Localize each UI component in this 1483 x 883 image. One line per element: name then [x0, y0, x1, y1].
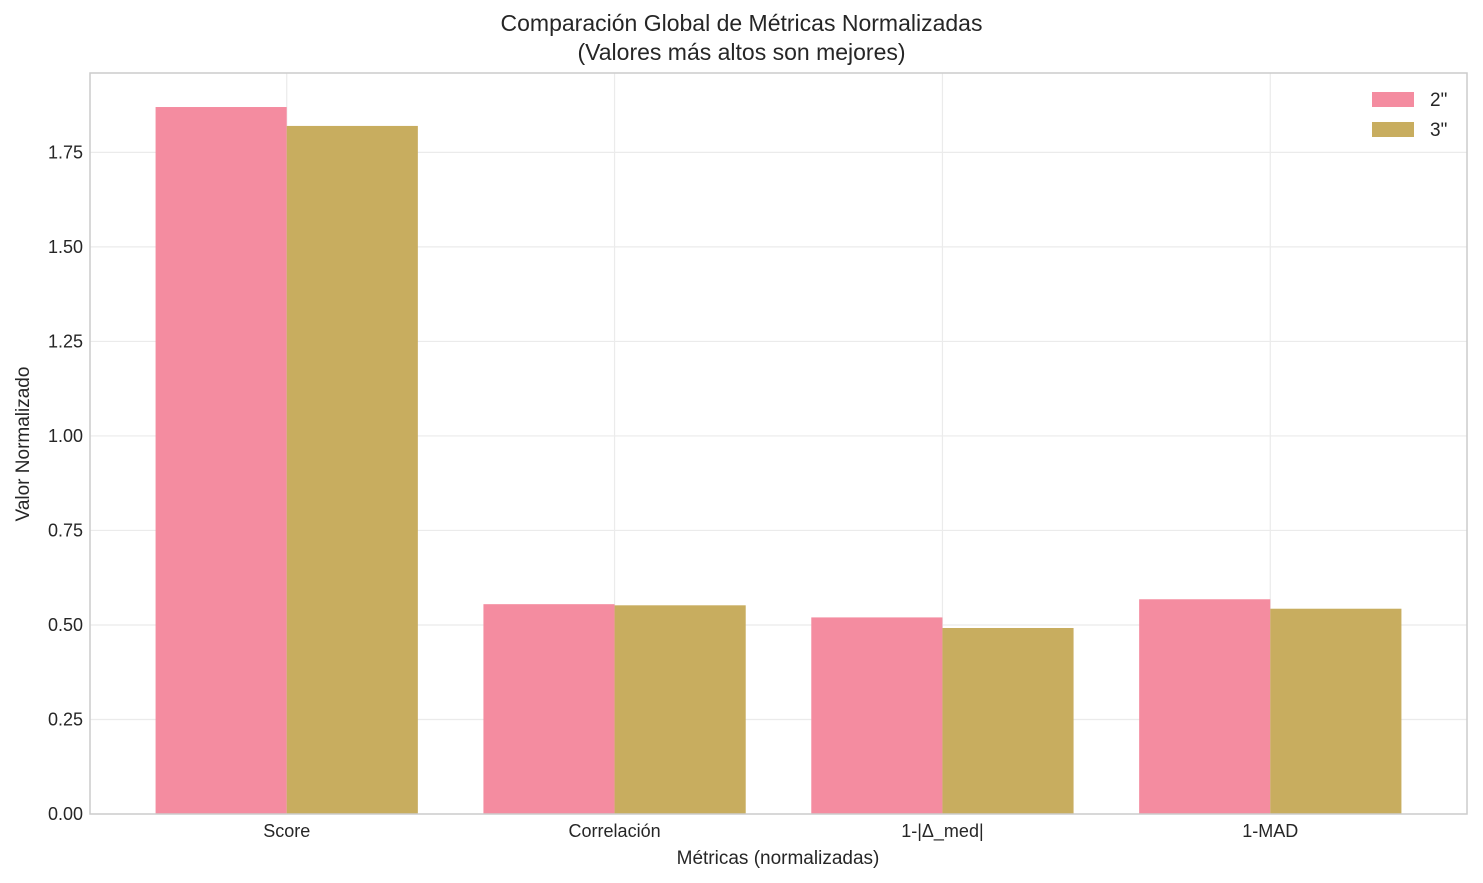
bar-series-2	[1270, 608, 1402, 814]
legend-label: 3"	[1430, 120, 1447, 141]
y-tick-labels: 0.00 0.25 0.50 0.75 1.00 1.25 1.50 1.75	[48, 142, 83, 824]
chart-title: Comparación Global de Métricas Normaliza…	[500, 10, 983, 36]
y-tick-label: 1.75	[48, 142, 83, 162]
x-tick-label: Correlación	[569, 821, 661, 841]
x-tick-label: 1-MAD	[1242, 821, 1298, 841]
legend-label: 2"	[1430, 90, 1447, 111]
chart-subtitle: (Valores más altos son mejores)	[577, 39, 906, 65]
bar-series-2	[614, 605, 746, 814]
bar-series-1	[483, 604, 615, 814]
bars	[155, 107, 1402, 814]
bar-series-2	[942, 627, 1074, 814]
legend: 2"3"	[1372, 90, 1447, 141]
x-tick-labels: Score Correlación 1-|Δ_med| 1-MAD	[263, 821, 1298, 842]
bar-series-1	[811, 617, 943, 814]
y-tick-label: 0.00	[48, 804, 83, 824]
y-tick-label: 1.50	[48, 237, 83, 257]
y-tick-label: 0.25	[48, 709, 83, 729]
y-tick-label: 0.50	[48, 615, 83, 635]
legend-swatch	[1372, 122, 1414, 137]
y-tick-label: 1.25	[48, 331, 83, 351]
x-axis-label: Métricas (normalizadas)	[677, 848, 880, 869]
x-tick-label: 1-|Δ_med|	[901, 821, 983, 842]
bar-series-1	[1139, 599, 1271, 814]
bar-series-2	[286, 125, 418, 814]
y-tick-label: 1.00	[48, 426, 83, 446]
legend-swatch	[1372, 92, 1414, 107]
x-tick-label: Score	[263, 821, 310, 841]
bar-series-1	[155, 107, 287, 814]
plot-frame	[89, 72, 1468, 815]
y-tick-label: 0.75	[48, 520, 83, 540]
y-axis-label: Valor Normalizado	[13, 367, 34, 522]
